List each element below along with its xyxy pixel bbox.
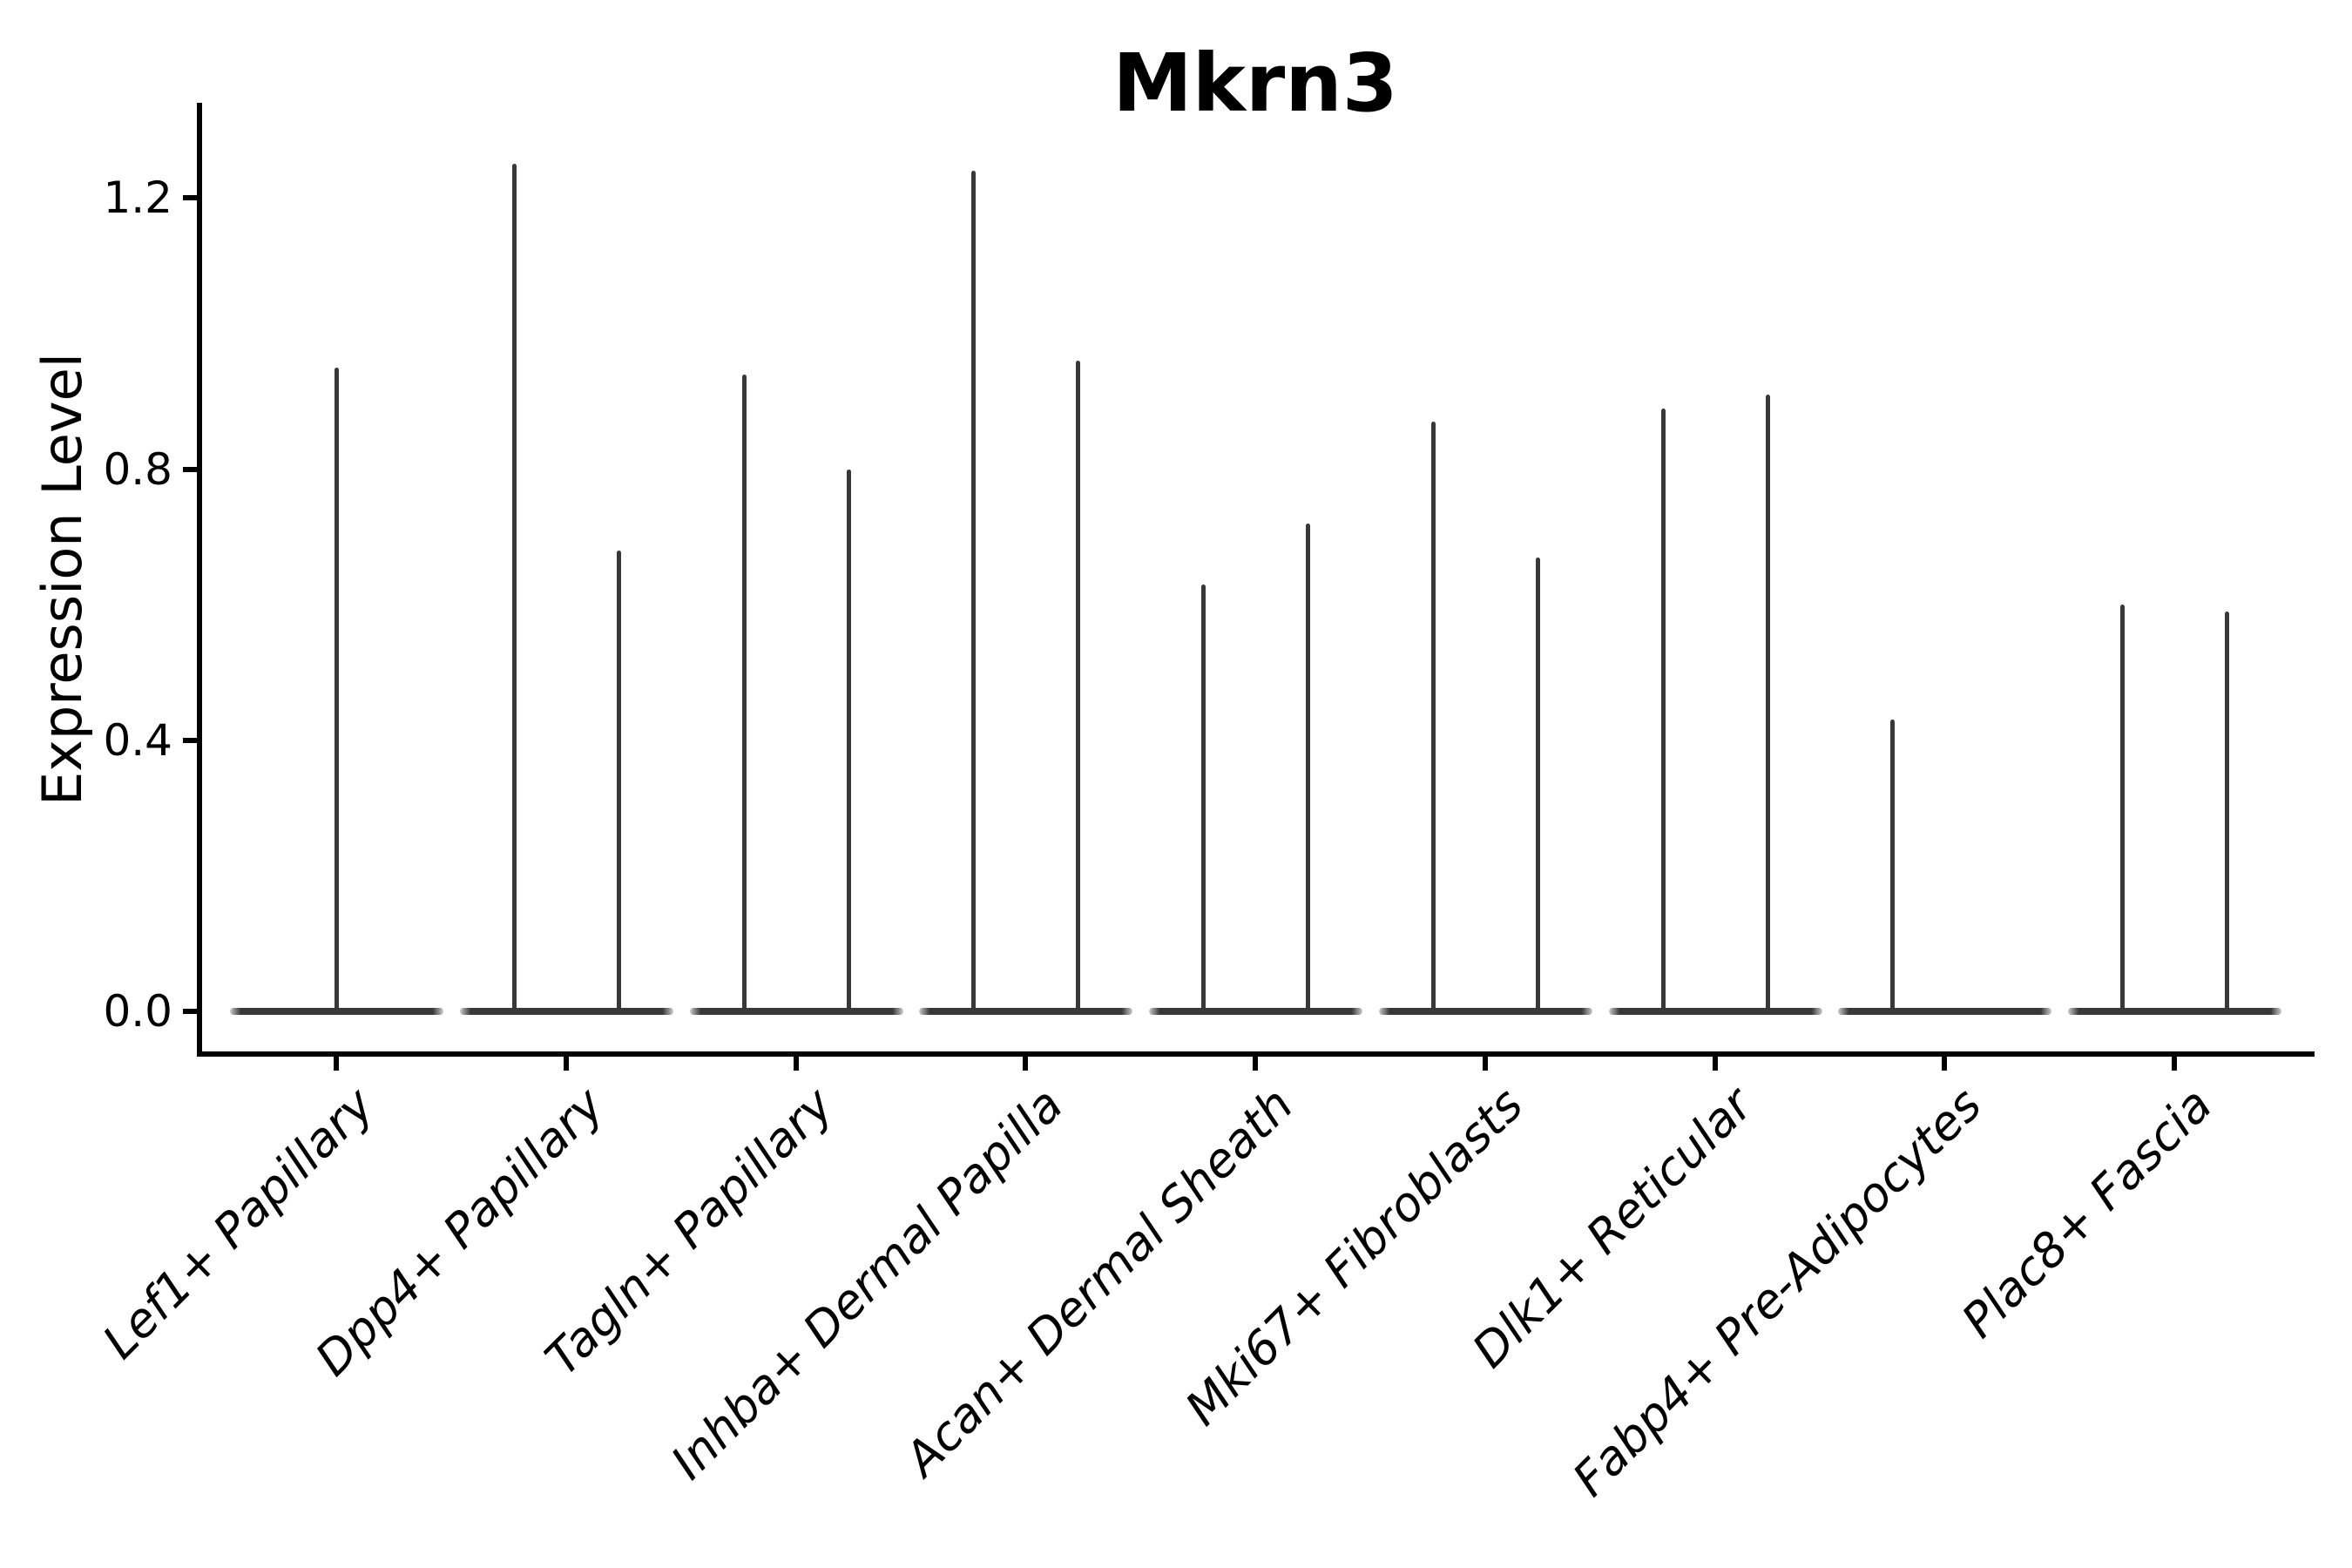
x-tick-mark <box>564 1057 569 1071</box>
plot-title: Mkrn3 <box>1112 37 1398 130</box>
violin-base <box>918 1008 1132 1015</box>
violin-spike-left <box>1660 409 1666 1011</box>
violin-base <box>1837 1008 2051 1015</box>
violin-spike-left <box>741 375 747 1011</box>
x-tick-mark <box>334 1057 339 1071</box>
violin-spike-left <box>511 164 517 1011</box>
violin-spike-right <box>1075 361 1080 1011</box>
violin-spike-right <box>2224 612 2229 1011</box>
violin-spike-right <box>616 551 621 1011</box>
x-tick-mark <box>1483 1057 1488 1071</box>
x-axis-spine <box>197 1051 2315 1057</box>
x-tick-label: Plac8+ Fascia <box>1950 1077 2223 1348</box>
y-tick-mark <box>183 467 197 472</box>
y-tick-mark <box>183 738 197 743</box>
x-tick-label: Inhba+ Dermal Papilla <box>660 1077 1074 1490</box>
x-tick-mark <box>1253 1057 1258 1071</box>
x-tick-mark <box>1713 1057 1718 1071</box>
violin-spike-right <box>1765 395 1770 1011</box>
violin-base <box>459 1008 673 1015</box>
y-tick-label: 1.2 <box>103 172 172 223</box>
violin-spike-left <box>2119 605 2125 1011</box>
violin-base <box>1378 1008 1592 1015</box>
x-tick-mark <box>1942 1057 1947 1071</box>
violin-base <box>2067 1008 2281 1015</box>
violin-base <box>1608 1008 1822 1015</box>
violin-spike-left <box>970 171 976 1011</box>
x-tick-mark <box>2172 1057 2177 1071</box>
y-axis-spine <box>197 103 202 1057</box>
violin-spike-right <box>1305 524 1310 1011</box>
x-tick-mark <box>1023 1057 1028 1071</box>
y-tick-mark <box>183 1009 197 1014</box>
x-tick-mark <box>794 1057 799 1071</box>
violin-spike-right <box>1535 558 1540 1011</box>
violin-base <box>229 1008 443 1015</box>
violin-spike-center <box>334 368 339 1011</box>
violin-spike-left <box>1430 422 1436 1011</box>
violin-base <box>1148 1008 1362 1015</box>
violin-spike-left <box>1889 720 1895 1011</box>
y-tick-label: 0.8 <box>103 444 172 495</box>
y-tick-label: 0.0 <box>103 986 172 1037</box>
y-tick-mark <box>183 195 197 200</box>
x-tick-label: Fabp4+ Pre-Adipocytes <box>1562 1077 1993 1507</box>
violin-spike-left <box>1200 585 1206 1011</box>
violin-spike-right <box>846 470 851 1011</box>
x-tick-label: Acan+ Dermal Sheath <box>894 1077 1304 1487</box>
violin-base <box>689 1008 903 1015</box>
y-tick-label: 0.4 <box>103 715 172 766</box>
